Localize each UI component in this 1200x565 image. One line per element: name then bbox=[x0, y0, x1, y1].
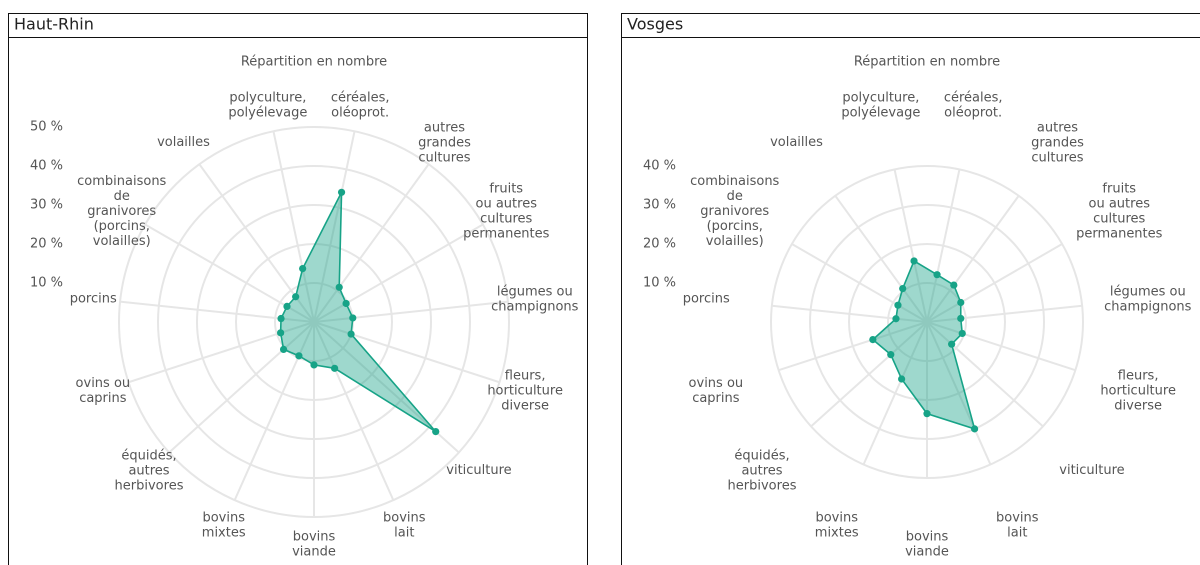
category-label: viticulture bbox=[446, 463, 511, 478]
panel-border bbox=[8, 13, 588, 565]
tick-label: 20 % bbox=[30, 237, 63, 252]
category-label: volailles bbox=[770, 135, 823, 150]
radar-point bbox=[279, 345, 288, 354]
category-label: combinaisons de granivores (porcins, volaill… bbox=[77, 174, 166, 249]
radar-point bbox=[887, 351, 895, 359]
spoke bbox=[313, 163, 430, 323]
tick-label: 20 % bbox=[643, 237, 676, 252]
radar-point bbox=[898, 375, 906, 383]
radar-point bbox=[349, 314, 357, 322]
category-label: autres grandes cultures bbox=[418, 120, 471, 165]
tick-label: 10 % bbox=[643, 276, 676, 291]
radar-point bbox=[958, 329, 966, 338]
radar-point bbox=[277, 314, 285, 323]
radar-point bbox=[283, 302, 291, 310]
tick-label: 50 % bbox=[30, 120, 63, 135]
radar-point bbox=[342, 299, 350, 308]
spoke bbox=[313, 131, 356, 323]
radar-point bbox=[970, 425, 979, 433]
radar-point bbox=[894, 301, 902, 309]
grid-ring bbox=[157, 165, 471, 479]
category-label: autres grandes cultures bbox=[1031, 120, 1084, 165]
category-label: polyculture, polyélevage bbox=[841, 90, 920, 120]
panel-title: Vosges bbox=[627, 15, 683, 34]
spoke bbox=[168, 321, 315, 454]
category-label: bovins lait bbox=[383, 510, 426, 540]
category-label: équidés, autres herbivores bbox=[115, 448, 184, 493]
radar-point bbox=[957, 298, 965, 307]
radar-point bbox=[295, 352, 303, 360]
radar-point bbox=[910, 257, 918, 265]
category-label: légumes ou champignons bbox=[1104, 284, 1192, 314]
panel-title: Haut-Rhin bbox=[14, 15, 94, 34]
radar-point bbox=[347, 330, 355, 338]
panel-border bbox=[621, 13, 1200, 565]
radar-point bbox=[892, 315, 900, 323]
grid-ring bbox=[196, 204, 432, 440]
radar-point bbox=[277, 329, 285, 337]
category-label: équidés, autres herbivores bbox=[728, 448, 797, 493]
tick-label: 40 % bbox=[30, 159, 63, 174]
radar-point bbox=[899, 284, 907, 293]
grid-ring bbox=[809, 204, 1045, 440]
category-label: céréales, oléoprot. bbox=[331, 90, 390, 120]
category-label: viticulture bbox=[1059, 463, 1124, 478]
category-label: fleurs, horticulture diverse bbox=[487, 368, 563, 413]
spoke bbox=[233, 321, 315, 501]
category-label: porcins bbox=[70, 291, 117, 306]
radar-point bbox=[337, 188, 346, 196]
radar-point bbox=[948, 340, 956, 348]
category-label: ovins ou caprins bbox=[76, 376, 131, 406]
category-label: bovins viande bbox=[905, 529, 949, 559]
category-label: bovins mixtes bbox=[202, 510, 246, 540]
spoke bbox=[313, 321, 500, 384]
category-label: fruits ou autres cultures permanentes bbox=[1076, 181, 1163, 241]
spoke bbox=[272, 131, 315, 323]
radar-point bbox=[310, 361, 318, 369]
category-label: bovins mixtes bbox=[815, 510, 859, 540]
tick-label: 30 % bbox=[30, 198, 63, 213]
radar-point bbox=[869, 335, 877, 344]
grid-ring bbox=[118, 126, 510, 518]
category-label: céréales, oléoprot. bbox=[944, 90, 1003, 120]
grid-ring bbox=[848, 243, 1006, 401]
category-label: bovins viande bbox=[292, 529, 336, 559]
radar-point bbox=[933, 271, 941, 279]
radar-point bbox=[923, 410, 931, 418]
radar-point bbox=[957, 314, 965, 323]
radar-point bbox=[331, 364, 339, 372]
category-label: combinaisons de granivores (porcins, volaill… bbox=[690, 174, 779, 249]
radar-point bbox=[299, 264, 307, 273]
category-label: porcins bbox=[683, 291, 730, 306]
category-label: bovins lait bbox=[996, 510, 1039, 540]
radar-point bbox=[335, 283, 343, 291]
radar-area bbox=[279, 191, 437, 433]
spoke bbox=[313, 300, 509, 323]
spoke bbox=[313, 223, 484, 323]
radar-point bbox=[950, 281, 958, 289]
tick-label: 10 % bbox=[30, 276, 63, 291]
category-label: légumes ou champignons bbox=[491, 284, 579, 314]
tick-label: 40 % bbox=[643, 159, 676, 174]
spoke bbox=[313, 321, 395, 501]
grid-ring bbox=[235, 243, 393, 401]
radar-point bbox=[292, 293, 300, 301]
category-label: fruits ou autres cultures permanentes bbox=[463, 181, 550, 241]
category-label: volailles bbox=[157, 135, 210, 150]
radar-area bbox=[871, 259, 976, 431]
grid-ring bbox=[887, 282, 967, 362]
category-label: fleurs, horticulture diverse bbox=[1100, 368, 1176, 413]
category-label: polyculture, polyélevage bbox=[228, 90, 307, 120]
chart-subtitle: Répartition en nombre bbox=[854, 55, 1000, 70]
grid-ring bbox=[770, 165, 1084, 479]
tick-label: 30 % bbox=[643, 198, 676, 213]
category-label: ovins ou caprins bbox=[689, 376, 744, 406]
radar-point bbox=[432, 428, 440, 436]
chart-subtitle: Répartition en nombre bbox=[241, 55, 387, 70]
